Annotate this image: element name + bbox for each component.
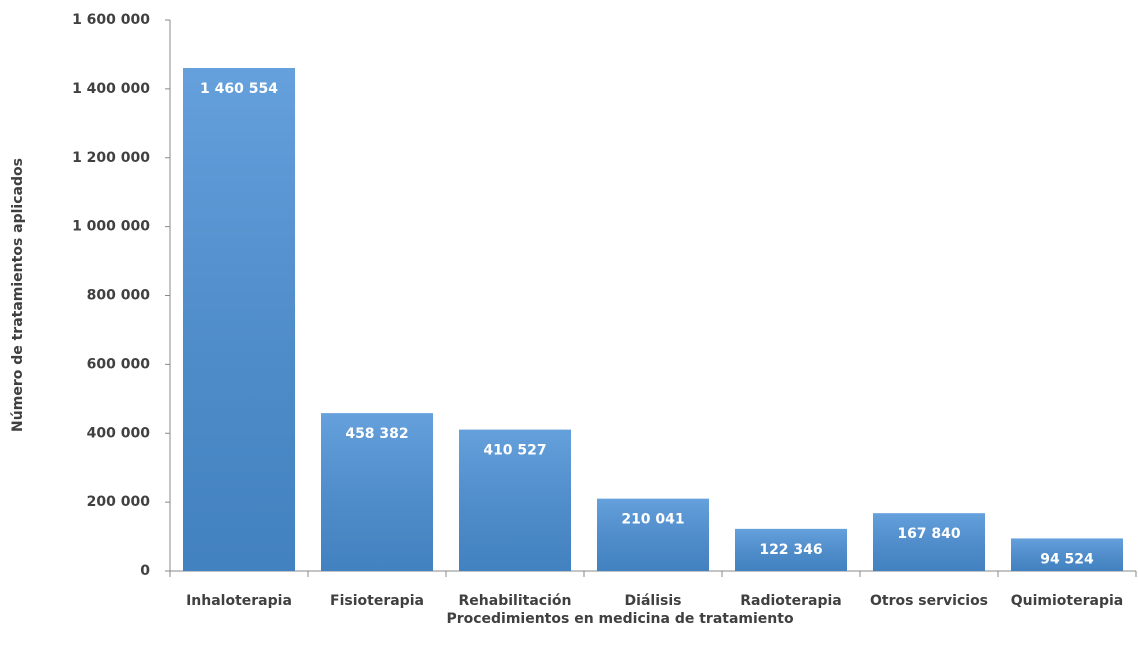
value-label: 1 460 554 (200, 81, 278, 97)
x-tick-label: Radioterapia (740, 593, 841, 609)
x-tick-label: Rehabilitación (459, 593, 572, 609)
bar-shade (183, 68, 295, 571)
bar-shade (873, 513, 985, 571)
y-tick-label: 0 (140, 563, 150, 579)
value-label: 167 840 (897, 526, 961, 542)
y-tick-label: 200 000 (87, 494, 151, 510)
y-tick-label: 800 000 (87, 288, 151, 304)
x-tick-label: Inhaloterapia (186, 593, 292, 609)
y-tick-label: 1 200 000 (72, 150, 150, 166)
value-label: 458 382 (345, 426, 408, 442)
bar-shade (459, 429, 571, 571)
y-tick-label: 400 000 (87, 425, 151, 441)
x-tick-label: Fisioterapia (330, 593, 424, 609)
bar-shade (1011, 538, 1123, 571)
x-tick-label: Quimioterapia (1011, 593, 1123, 609)
x-tick-label: Otros servicios (870, 593, 988, 609)
y-axis-title: Número de tratamientos aplicados (10, 158, 26, 432)
y-tick-label: 1 600 000 (72, 12, 150, 28)
value-label: 94 524 (1040, 551, 1094, 567)
y-tick-label: 600 000 (87, 356, 151, 372)
y-tick-label: 1 400 000 (72, 81, 150, 97)
bar-shade (321, 413, 433, 571)
bar-shade (735, 528, 847, 571)
value-label: 210 041 (621, 512, 684, 528)
bar-shade (597, 498, 709, 571)
y-tick-label: 1 000 000 (72, 219, 150, 235)
value-label: 410 527 (483, 443, 546, 459)
value-label: 122 346 (759, 542, 822, 558)
x-axis-title: Procedimientos en medicina de tratamient… (446, 611, 794, 627)
x-tick-label: Diálisis (625, 593, 682, 609)
